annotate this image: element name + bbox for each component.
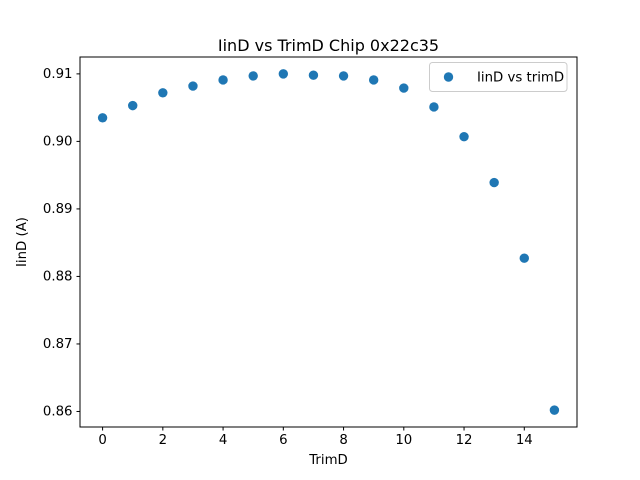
y-tick-label: 0.90 — [43, 135, 73, 150]
y-tick-label: 0.91 — [43, 67, 73, 82]
x-tick-label: 8 — [339, 433, 347, 448]
x-tick-label: 6 — [279, 433, 287, 448]
legend-box — [429, 62, 568, 92]
x-tick-label: 4 — [219, 433, 227, 448]
scatter-point — [97, 113, 108, 123]
chart-title: IinD vs TrimD Chip 0x22c35 — [218, 36, 439, 55]
legend-marker-icon — [443, 72, 454, 82]
y-tick-label: 0.86 — [43, 405, 73, 420]
scatter-point — [459, 131, 469, 142]
plot-area: 0 2 4 6 8 10 12 14 0.86 0.87 0.88 0.89 0.90 0.91 — [43, 56, 578, 448]
scatter-point — [549, 405, 560, 415]
legend-entry-label: IinD vs trimD — [477, 71, 564, 86]
scatter-point — [429, 102, 439, 112]
x-axis-label: TrimD — [308, 453, 348, 468]
y-tick-label: 0.88 — [43, 270, 73, 285]
scatter-point — [218, 75, 228, 85]
x-tick-label: 2 — [159, 433, 167, 448]
scatter-point — [368, 75, 379, 85]
scatter-point — [338, 71, 349, 81]
x-tick-label: 10 — [395, 433, 412, 448]
x-tick-label: 0 — [98, 433, 106, 448]
scatter-point — [278, 69, 289, 79]
scatter-point — [188, 81, 198, 91]
y-axis-label: IinD (A) — [15, 217, 30, 267]
y-tick-label: 0.87 — [43, 337, 73, 352]
x-tick-label: 12 — [456, 433, 473, 448]
scatter-point — [399, 83, 409, 93]
plot-border — [79, 56, 578, 428]
x-tick-label: 14 — [516, 433, 533, 448]
scatter-point — [489, 177, 499, 188]
scatter-point — [519, 253, 529, 263]
legend: IinD vs trimD — [429, 62, 568, 92]
scatter-point — [248, 71, 258, 81]
scatter-point — [308, 70, 319, 80]
scatter-point — [128, 100, 138, 111]
scatter-point — [158, 88, 168, 98]
y-tick-label: 0.89 — [43, 202, 73, 217]
